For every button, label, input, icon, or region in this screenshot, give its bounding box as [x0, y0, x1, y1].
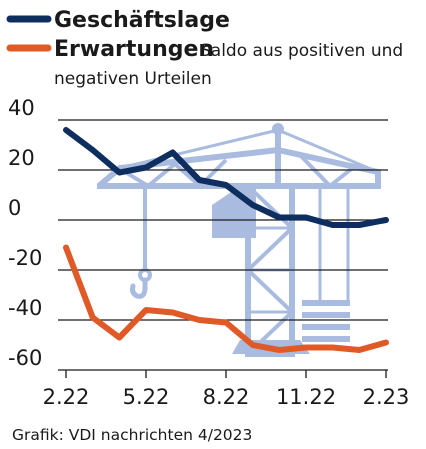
x-tick-label: 5.22	[123, 385, 170, 409]
series-line-1	[63, 244, 389, 353]
y-tick-label: 40	[8, 96, 35, 120]
x-tick-label: 2.22	[43, 385, 90, 409]
series-lines	[63, 127, 389, 353]
x-tick-label: 8.22	[203, 385, 250, 409]
y-axis: 40 20 0 -20 -40 -60	[8, 96, 42, 370]
y-tick-label: -40	[8, 296, 42, 320]
legend-subtitle-line1: Saldo aus positiven und	[200, 41, 403, 61]
x-tick-label: 11.22	[276, 385, 336, 409]
source-credit: Grafik: VDI nachrichten 4/2023	[12, 426, 252, 444]
legend: Geschäftslage Erwartungen Saldo aus posi…	[6, 8, 403, 89]
y-tick-label: 20	[8, 146, 35, 170]
x-tick-label: 2.23	[363, 385, 410, 409]
legend-label-geschaeftslage: Geschäftslage	[54, 8, 230, 33]
y-tick-label: -60	[8, 346, 42, 370]
series-line-0	[63, 127, 389, 228]
crane-illustration	[97, 123, 381, 357]
y-tick-label: -20	[8, 246, 42, 270]
x-axis: 2.22 5.22 8.22 11.22 2.23	[43, 370, 410, 409]
y-tick-label: 0	[8, 196, 21, 220]
legend-subtitle-line2: negativen Urteilen	[54, 69, 212, 89]
legend-label-erwartungen: Erwartungen	[54, 37, 214, 62]
